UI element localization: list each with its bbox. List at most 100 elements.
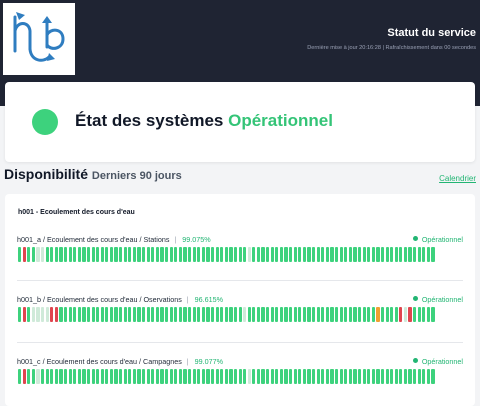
uptime-day-bar[interactable] — [183, 247, 187, 262]
uptime-day-bar[interactable] — [385, 307, 389, 322]
uptime-day-bar[interactable] — [403, 369, 408, 384]
uptime-day-bar[interactable] — [261, 247, 265, 262]
uptime-day-bar[interactable] — [293, 307, 297, 322]
uptime-day-bar[interactable] — [146, 247, 150, 262]
uptime-day-bar[interactable] — [321, 307, 325, 322]
uptime-day-bar[interactable] — [403, 247, 408, 262]
uptime-day-bar[interactable] — [390, 247, 394, 262]
uptime-day-bar[interactable] — [371, 247, 375, 262]
uptime-day-bar[interactable] — [109, 307, 114, 322]
uptime-day-bar[interactable] — [59, 307, 63, 322]
uptime-day-bar[interactable] — [339, 307, 343, 322]
uptime-day-bar[interactable] — [344, 247, 348, 262]
uptime-day-bar[interactable] — [160, 369, 164, 384]
uptime-day-bar[interactable] — [169, 247, 173, 262]
uptime-day-bar[interactable] — [59, 247, 63, 262]
uptime-day-bar[interactable] — [394, 307, 398, 322]
uptime-day-bar[interactable] — [215, 247, 219, 262]
uptime-day-bar[interactable] — [371, 307, 375, 322]
uptime-day-bar[interactable] — [261, 307, 265, 322]
uptime-day-bar[interactable] — [119, 369, 123, 384]
uptime-day-bar[interactable] — [187, 307, 192, 322]
uptime-day-bar[interactable] — [399, 307, 403, 322]
uptime-day-bar[interactable] — [298, 307, 302, 322]
uptime-day-bar[interactable] — [18, 369, 22, 384]
uptime-day-bar[interactable] — [114, 247, 118, 262]
uptime-day-bar[interactable] — [27, 247, 31, 262]
uptime-day-bar[interactable] — [22, 369, 26, 384]
uptime-day-bar[interactable] — [293, 247, 297, 262]
uptime-day-bar[interactable] — [105, 247, 109, 262]
uptime-day-bar[interactable] — [91, 247, 95, 262]
uptime-day-bar[interactable] — [334, 369, 339, 384]
uptime-day-bar[interactable] — [123, 307, 127, 322]
uptime-day-bar[interactable] — [353, 307, 357, 322]
uptime-day-bar[interactable] — [36, 369, 40, 384]
uptime-day-bar[interactable] — [178, 247, 182, 262]
uptime-day-bar[interactable] — [339, 247, 343, 262]
uptime-day-bar[interactable] — [54, 369, 58, 384]
uptime-day-bar[interactable] — [229, 307, 233, 322]
uptime-day-bar[interactable] — [100, 247, 104, 262]
uptime-day-bar[interactable] — [247, 369, 251, 384]
uptime-day-bar[interactable] — [312, 247, 316, 262]
uptime-day-bar[interactable] — [399, 247, 403, 262]
uptime-day-bar[interactable] — [275, 369, 279, 384]
uptime-day-bar[interactable] — [77, 369, 81, 384]
uptime-day-bar[interactable] — [413, 247, 417, 262]
uptime-day-bar[interactable] — [334, 247, 339, 262]
uptime-day-bar[interactable] — [422, 369, 426, 384]
uptime-day-bar[interactable] — [284, 247, 288, 262]
uptime-day-bar[interactable] — [362, 369, 366, 384]
uptime-day-bar[interactable] — [224, 247, 228, 262]
uptime-day-bar[interactable] — [270, 307, 274, 322]
uptime-day-bar[interactable] — [27, 307, 31, 322]
uptime-day-bar[interactable] — [426, 369, 431, 384]
uptime-day-bar[interactable] — [40, 307, 45, 322]
uptime-day-bar[interactable] — [123, 369, 127, 384]
uptime-day-bar[interactable] — [316, 247, 320, 262]
uptime-day-bar[interactable] — [45, 307, 49, 322]
uptime-day-bar[interactable] — [270, 369, 274, 384]
uptime-day-bar[interactable] — [206, 307, 210, 322]
uptime-day-bar[interactable] — [417, 369, 421, 384]
uptime-day-bar[interactable] — [137, 369, 141, 384]
uptime-day-bar[interactable] — [325, 369, 329, 384]
uptime-day-bar[interactable] — [357, 369, 362, 384]
uptime-day-bar[interactable] — [298, 369, 302, 384]
uptime-day-bar[interactable] — [197, 247, 201, 262]
uptime-day-bar[interactable] — [330, 307, 334, 322]
uptime-day-bar[interactable] — [210, 307, 215, 322]
uptime-day-bar[interactable] — [132, 307, 137, 322]
uptime-day-bar[interactable] — [54, 247, 58, 262]
uptime-day-bar[interactable] — [367, 247, 371, 262]
uptime-day-bar[interactable] — [362, 247, 366, 262]
uptime-day-bar[interactable] — [174, 247, 178, 262]
uptime-day-bar[interactable] — [289, 307, 293, 322]
uptime-day-bar[interactable] — [229, 247, 233, 262]
uptime-day-bar[interactable] — [229, 369, 233, 384]
uptime-day-bar[interactable] — [114, 307, 118, 322]
uptime-day-bar[interactable] — [252, 369, 256, 384]
uptime-day-bar[interactable] — [183, 307, 187, 322]
uptime-day-bar[interactable] — [302, 369, 307, 384]
uptime-day-bar[interactable] — [376, 369, 380, 384]
uptime-day-bar[interactable] — [266, 307, 270, 322]
uptime-day-bar[interactable] — [330, 247, 334, 262]
uptime-day-bar[interactable] — [68, 369, 72, 384]
uptime-day-bar[interactable] — [275, 247, 279, 262]
uptime-day-bar[interactable] — [22, 307, 26, 322]
uptime-day-bar[interactable] — [128, 307, 132, 322]
uptime-day-bar[interactable] — [252, 307, 256, 322]
uptime-day-bar[interactable] — [380, 369, 385, 384]
uptime-day-bar[interactable] — [40, 247, 45, 262]
uptime-day-bar[interactable] — [220, 307, 224, 322]
uptime-day-bar[interactable] — [243, 247, 247, 262]
uptime-day-bar[interactable] — [73, 307, 77, 322]
uptime-day-bar[interactable] — [27, 369, 31, 384]
uptime-day-bar[interactable] — [270, 247, 274, 262]
uptime-day-bar[interactable] — [256, 247, 261, 262]
uptime-day-bar[interactable] — [417, 247, 421, 262]
uptime-day-bar[interactable] — [73, 247, 77, 262]
uptime-day-bar[interactable] — [109, 247, 114, 262]
